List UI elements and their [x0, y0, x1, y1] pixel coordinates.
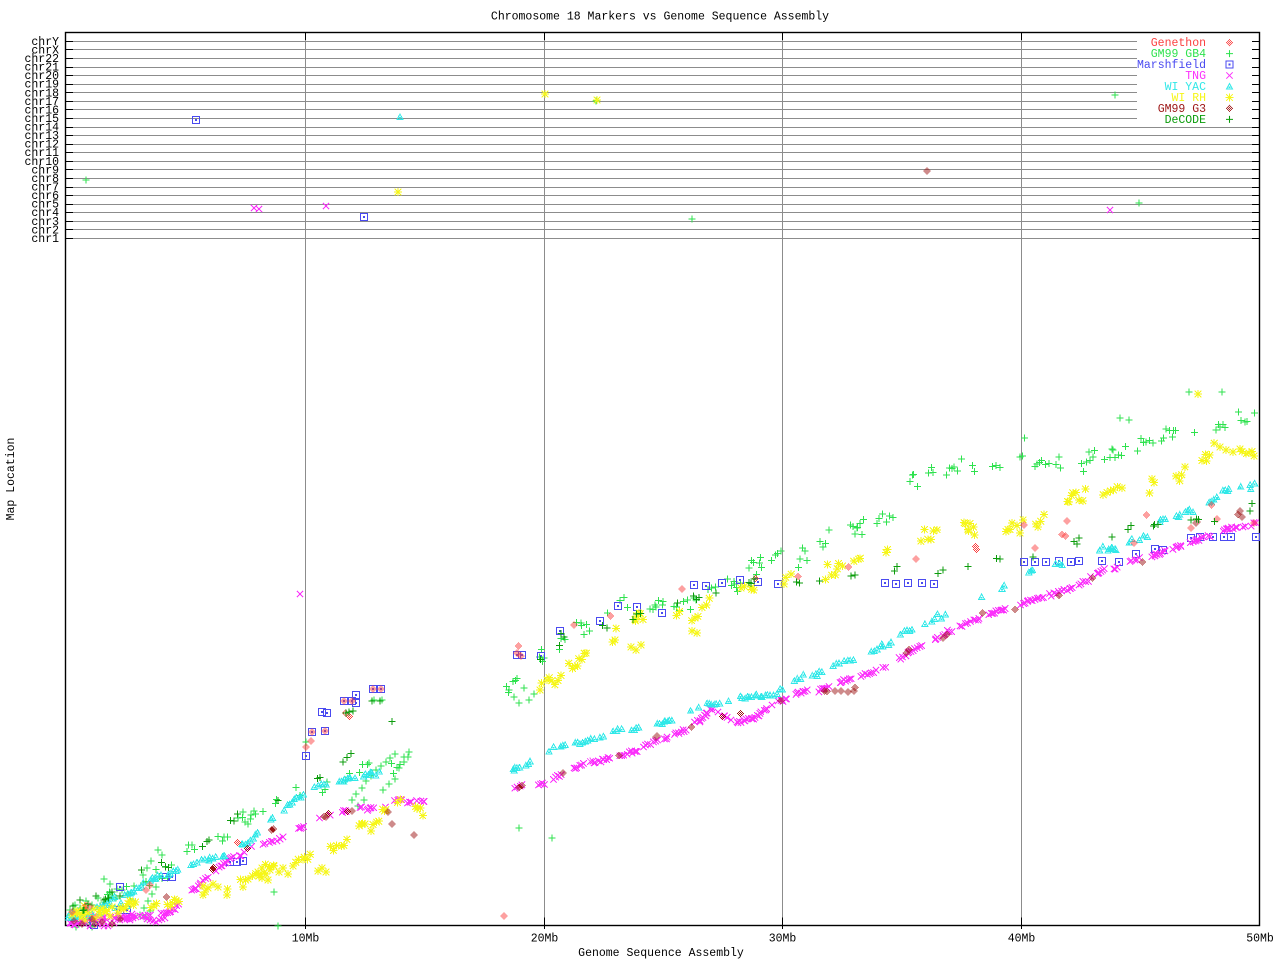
svg-text:chr20: chr20 [24, 70, 59, 83]
svg-text:TNG: TNG [1185, 70, 1206, 83]
svg-text:chr10: chr10 [24, 156, 59, 169]
svg-text:20Mb: 20Mb [531, 933, 559, 946]
svg-text:chr9: chr9 [31, 164, 59, 177]
svg-text:chr16: chr16 [24, 104, 59, 117]
svg-text:chr18: chr18 [24, 87, 59, 100]
svg-text:40Mb: 40Mb [1008, 933, 1036, 946]
svg-text:chr17: chr17 [24, 96, 59, 109]
svg-text:chr4: chr4 [31, 207, 59, 220]
svg-text:Genome Sequence Assembly: Genome Sequence Assembly [578, 947, 744, 960]
svg-text:chr21: chr21 [24, 62, 59, 75]
svg-text:Marshfield: Marshfield [1137, 59, 1206, 72]
svg-text:10Mb: 10Mb [292, 933, 320, 946]
svg-text:Map Location: Map Location [5, 438, 18, 521]
svg-text:WI RH: WI RH [1171, 92, 1206, 105]
svg-text:chr7: chr7 [31, 182, 59, 195]
svg-text:chr2: chr2 [31, 224, 59, 237]
svg-text:30Mb: 30Mb [769, 933, 797, 946]
svg-text:50Mb: 50Mb [1246, 933, 1274, 946]
svg-text:chr14: chr14 [24, 122, 59, 135]
svg-text:WI YAC: WI YAC [1165, 81, 1207, 94]
svg-text:chr6: chr6 [31, 190, 59, 203]
svg-text:Genethon: Genethon [1151, 37, 1206, 50]
svg-text:chr1: chr1 [31, 233, 59, 246]
svg-text:chr19: chr19 [24, 79, 59, 92]
svg-text:chr13: chr13 [24, 130, 59, 143]
svg-text:DeCODE: DeCODE [1165, 114, 1207, 127]
svg-text:chr3: chr3 [31, 216, 59, 229]
svg-text:chrY: chrY [31, 36, 59, 49]
svg-text:GM99 G3: GM99 G3 [1158, 103, 1206, 116]
svg-text:chr11: chr11 [24, 147, 59, 160]
svg-text:Chromosome 18 Markers vs Genom: Chromosome 18 Markers vs Genome Sequence… [491, 11, 829, 24]
svg-text:chr22: chr22 [24, 53, 59, 66]
svg-text:chr15: chr15 [24, 113, 59, 126]
svg-text:chr8: chr8 [31, 173, 59, 186]
svg-text:chr12: chr12 [24, 139, 59, 152]
svg-text:chrX: chrX [31, 45, 59, 58]
svg-text:chr5: chr5 [31, 199, 59, 212]
svg-text:GM99 GB4: GM99 GB4 [1151, 48, 1206, 61]
